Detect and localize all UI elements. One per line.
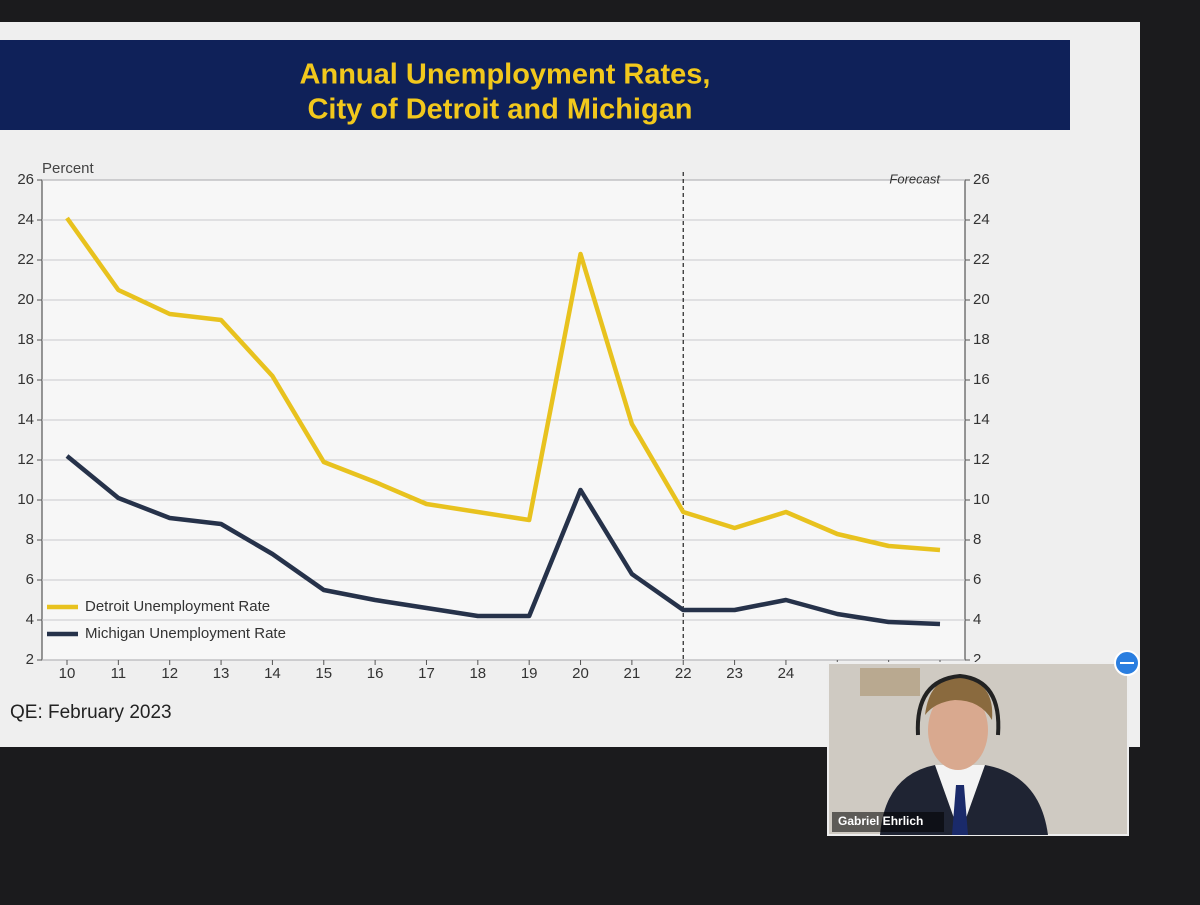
legend-label: Detroit Unemployment Rate: [85, 598, 270, 615]
x-tick-label: 19: [521, 665, 538, 682]
y-tick-label: 10: [17, 491, 34, 508]
y-tick-label: 14: [17, 411, 34, 428]
tie: [952, 785, 968, 835]
x-tick-label: 20: [572, 665, 589, 682]
y2-tick-label: 16: [973, 371, 990, 388]
series-line: [65, 216, 941, 553]
hair: [925, 677, 993, 720]
x-tick-label: 24: [778, 665, 795, 682]
source-note: QE: February 2023: [10, 702, 172, 723]
series-line: [65, 454, 941, 627]
y2-tick-label: 2: [973, 651, 981, 668]
y-tick-label: 26: [17, 171, 34, 188]
x-tick-label: 22: [675, 665, 692, 682]
x-tick-label: 18: [469, 665, 486, 682]
x-tick-label: 13: [213, 665, 230, 682]
y-axis-label: Percent: [42, 160, 95, 177]
y-tick-label: 22: [17, 251, 34, 268]
participant-name: Gabriel Ehrlich: [838, 814, 923, 828]
y2-tick-label: 4: [973, 611, 981, 628]
headset: [915, 673, 1001, 736]
x-tick-label: 14: [264, 665, 281, 682]
name-badge: [832, 812, 944, 832]
y2-tick-label: 20: [973, 291, 990, 308]
chart-subtitle: City of Detroit and Michigan: [307, 94, 692, 126]
annotation: Forecast: [889, 171, 941, 186]
y2-tick-label: 8: [973, 531, 981, 548]
y2-tick-label: 24: [973, 211, 990, 228]
collapse-button[interactable]: [1114, 650, 1140, 676]
x-tick-label: 21: [624, 665, 641, 682]
y-tick-label: 8: [26, 531, 34, 548]
x-tick-label: 11: [111, 665, 127, 682]
x-tick-label: 17: [418, 665, 435, 682]
y2-tick-label: 6: [973, 571, 981, 588]
chart-title: Annual Unemployment Rates,: [300, 59, 711, 91]
wall-frame: [860, 668, 920, 696]
x-tick-label: 10: [59, 665, 76, 682]
y2-tick-label: 18: [973, 331, 990, 348]
y2-tick-label: 10: [973, 491, 990, 508]
y-tick-label: 6: [26, 571, 34, 588]
y-tick-label: 4: [26, 611, 34, 628]
y-tick-label: 2: [26, 651, 34, 668]
y2-tick-label: 12: [973, 451, 990, 468]
legend-label: Michigan Unemployment Rate: [85, 625, 286, 642]
y2-tick-label: 14: [973, 411, 990, 428]
y-tick-label: 16: [17, 371, 34, 388]
y2-tick-label: 22: [973, 251, 990, 268]
y-tick-label: 24: [17, 211, 34, 228]
x-tick-label: 16: [367, 665, 384, 682]
x-tick-label: 15: [315, 665, 332, 682]
x-tick-label: 23: [726, 665, 743, 682]
y2-tick-label: 26: [973, 171, 990, 188]
y-tick-label: 12: [17, 451, 34, 468]
y-tick-label: 20: [17, 291, 34, 308]
x-tick-label: 12: [161, 665, 178, 682]
plot: 2468101214161820222426246810121416182022…: [17, 171, 989, 682]
y-tick-label: 18: [17, 331, 34, 348]
title-banner: [0, 40, 1070, 130]
face: [928, 690, 988, 770]
video-tile: Gabriel Ehrlich: [827, 662, 1129, 836]
